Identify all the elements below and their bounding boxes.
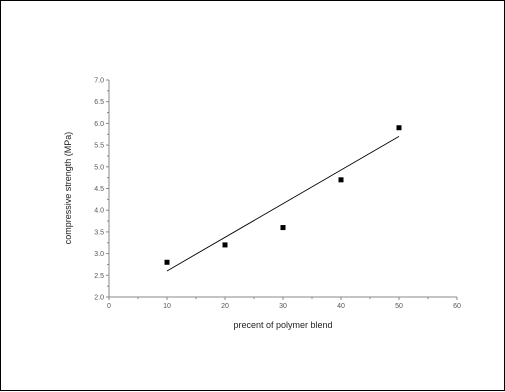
data-point <box>164 259 170 265</box>
y-tick-label: 6.5 <box>94 99 104 106</box>
data-point <box>396 125 402 131</box>
y-tick-label: 6.0 <box>94 121 104 128</box>
x-tick-label: 60 <box>453 303 461 310</box>
linear-fit-line <box>166 136 400 272</box>
y-tick-label: 5.5 <box>94 143 104 150</box>
data-point <box>222 242 228 248</box>
x-tick-label: 30 <box>279 303 287 310</box>
x-tick-label: 20 <box>221 303 229 310</box>
y-tick-label: 2.0 <box>94 295 104 302</box>
x-tick-label: 0 <box>107 303 111 310</box>
x-tick-label: 10 <box>163 303 171 310</box>
y-tick-label: 7.0 <box>94 78 104 85</box>
y-tick-label: 3.5 <box>94 229 104 236</box>
y-tick-label: 4.5 <box>94 186 104 193</box>
x-axis-title: precent of polymer blend <box>233 320 332 330</box>
y-tick-label: 4.0 <box>94 208 104 215</box>
data-point <box>280 225 286 231</box>
data-point <box>338 177 344 183</box>
data-points <box>164 125 402 265</box>
y-tick-label: 5.0 <box>94 164 104 171</box>
y-tick-label: 2.5 <box>94 273 104 280</box>
tick-marks: 0 10 20 30 40 50 60 2.0 2.5 3.0 3.5 4.0 4.5 5.0 5.5 6.0… <box>94 78 461 311</box>
x-tick-label: 40 <box>337 303 345 310</box>
x-tick-label: 50 <box>395 303 403 310</box>
fit-line-group <box>166 136 400 272</box>
y-axis-title: compressive strength (MPa) <box>63 132 73 245</box>
axes <box>108 80 457 298</box>
y-tick-label: 3.0 <box>94 251 104 258</box>
